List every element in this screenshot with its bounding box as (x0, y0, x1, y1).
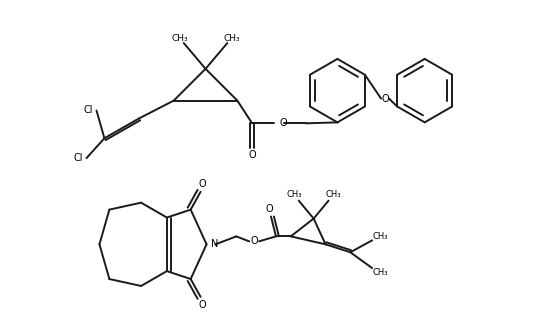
Text: CH₃: CH₃ (223, 34, 240, 42)
Text: O: O (250, 236, 258, 246)
Text: O: O (280, 118, 288, 128)
Text: O: O (265, 204, 273, 214)
Text: O: O (248, 150, 256, 160)
Text: CH₃: CH₃ (286, 190, 301, 199)
Text: CH₃: CH₃ (372, 267, 388, 277)
Text: O: O (199, 179, 206, 189)
Text: CH₃: CH₃ (372, 232, 388, 241)
Text: Cl: Cl (84, 106, 93, 115)
Text: O: O (381, 93, 389, 104)
Text: N: N (211, 239, 218, 249)
Text: O: O (199, 300, 206, 310)
Text: CH₃: CH₃ (326, 190, 341, 199)
Text: Cl: Cl (74, 153, 83, 163)
Text: CH₃: CH₃ (171, 34, 188, 42)
